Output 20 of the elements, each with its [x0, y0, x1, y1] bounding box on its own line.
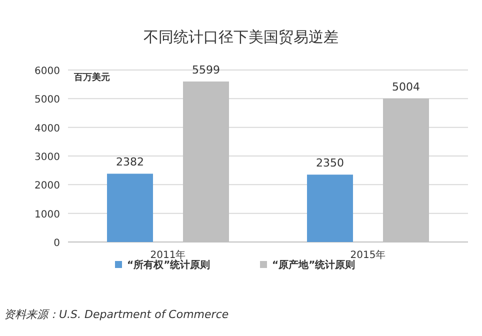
y-tick-label: 6000	[34, 66, 60, 77]
x-tick-label: 2011年	[150, 249, 186, 261]
bar	[107, 174, 153, 242]
legend-label: “所有权”统计原则	[127, 259, 210, 271]
y-tick-label: 3000	[34, 152, 60, 163]
text: 资料来源：U.S. Department of Commerce	[4, 308, 229, 321]
y-tick-label: 5000	[34, 94, 60, 106]
y-tick-label: 1000	[34, 209, 60, 220]
data-label: 5599	[192, 63, 220, 76]
x-tick-label: 2015年	[350, 249, 386, 261]
data-label: 5004	[392, 80, 420, 94]
data-label: 2382	[116, 156, 144, 169]
data-label: 2350	[316, 156, 344, 170]
y-tick-label: 4000	[34, 123, 60, 134]
y-tick-label: 2000	[34, 180, 60, 192]
bar	[307, 174, 353, 242]
legend-label: “原产地”统计原则	[272, 259, 356, 271]
y-tick-label: 0	[54, 238, 60, 249]
y-axis-title: 百万美元	[73, 72, 110, 83]
chart-title: 不同统计口径下美国贸易逆差	[144, 28, 338, 46]
